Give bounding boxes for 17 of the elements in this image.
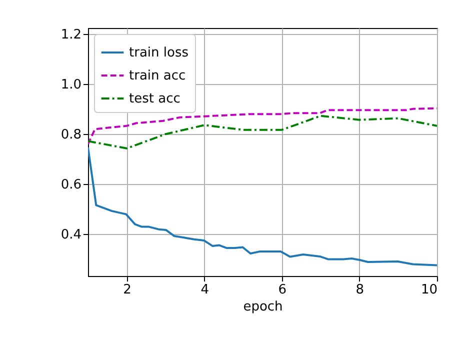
legend-label: test acc xyxy=(129,92,180,106)
x-tick-label: 2 xyxy=(123,282,132,298)
legend-label: train acc xyxy=(129,68,186,84)
y-tick-label: 0.6 xyxy=(60,178,82,193)
y-tick-label: 1.2 xyxy=(60,28,82,43)
y-tick-label: 0.4 xyxy=(60,228,82,243)
x-tick-label: 8 xyxy=(356,282,364,298)
line-series xyxy=(88,114,437,150)
line-series xyxy=(88,146,437,266)
line-series xyxy=(88,107,437,146)
legend-label: train loss xyxy=(129,46,189,60)
x-tick-label: 4 xyxy=(200,282,209,298)
y-tick-label: 0.8 xyxy=(60,128,82,143)
x-axis-title: epoch xyxy=(243,300,283,314)
x-tick-label: 10 xyxy=(420,282,438,298)
y-tick-label: 1.0 xyxy=(60,78,82,93)
x-tick-label: 6 xyxy=(278,282,287,298)
